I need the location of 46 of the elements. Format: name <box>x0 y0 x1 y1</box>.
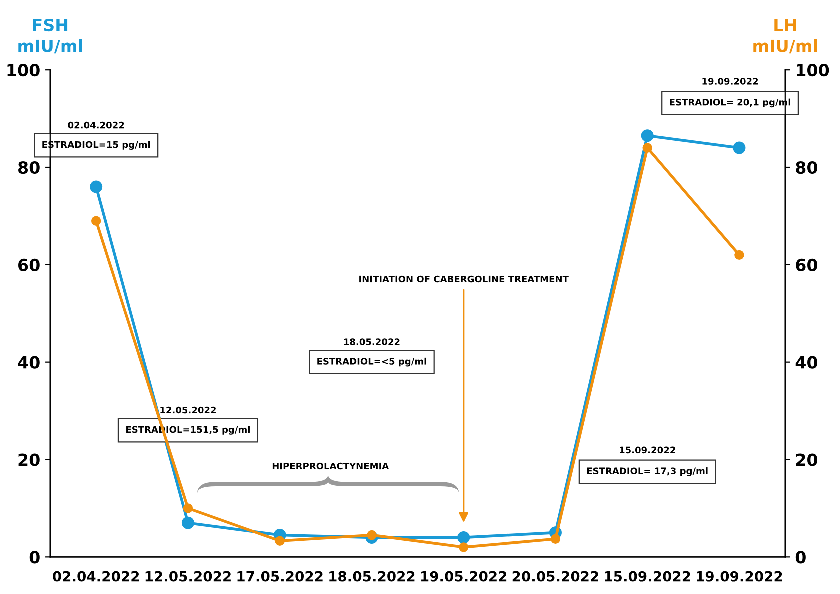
point <box>90 180 103 194</box>
text: FSH <box>33 18 68 32</box>
point <box>182 516 194 530</box>
point <box>642 143 652 153</box>
annotation: 02.04.2022 <box>68 122 124 129</box>
point <box>183 504 194 514</box>
x-tick-label: 12.05.2022 <box>146 571 231 582</box>
point <box>734 250 744 260</box>
x-tick-label: 19.09.2022 <box>697 571 782 582</box>
y2-tick-label: 40 <box>796 356 818 369</box>
x-tick-label: 18.05.2022 <box>330 571 415 582</box>
annotation: INITIATION OF CABERGOLINE TREATMENT <box>360 276 569 283</box>
annotation: 15.09.2022 <box>620 446 676 454</box>
annotation: ESTRADIOL=<5 pg/ml <box>318 358 426 367</box>
y2-axis-title: mIU/ml <box>754 39 818 54</box>
point <box>458 531 470 544</box>
x-tick-label: 19.05.2022 <box>421 571 507 582</box>
annotation: ESTRADIOL= 17,3 pg/ml <box>587 468 708 476</box>
y-tick-label: 20 <box>18 454 40 466</box>
annotation: 19.09.2022 <box>702 78 758 85</box>
x-tick-label: 15.09.2022 <box>605 571 690 582</box>
annotation: 18.05.2022 <box>344 338 400 346</box>
x-tick-label: 17.05.2022 <box>238 571 323 582</box>
point <box>733 142 746 154</box>
point <box>367 530 377 540</box>
point <box>458 542 469 552</box>
point <box>550 534 561 544</box>
y-tick-label: 40 <box>18 356 40 369</box>
point <box>641 130 654 142</box>
annotation: 12.05.2022 <box>160 406 216 414</box>
y-tick-label: 100 <box>8 64 40 77</box>
y2-tick-label: 0 <box>796 551 806 564</box>
x-tick-label: 02.04.2022 <box>53 571 140 582</box>
y-axis-title: mIU/ml <box>18 39 82 54</box>
annotation: HIPERPROLACTYNEMIA <box>272 462 390 470</box>
y2-tick-label: 20 <box>796 454 818 466</box>
y2-tick-label: 100 <box>797 64 830 77</box>
y-tick-label: 60 <box>18 258 40 272</box>
point <box>91 216 102 226</box>
y-tick-label: 0 <box>30 551 40 564</box>
point <box>275 536 285 546</box>
y2-tick-label: 60 <box>796 258 818 272</box>
y2-tick-label: 80 <box>796 161 818 174</box>
text: LH <box>774 19 796 32</box>
y-tick-label: 80 <box>18 161 40 174</box>
x-tick-label: 20.05.2022 <box>512 571 598 582</box>
